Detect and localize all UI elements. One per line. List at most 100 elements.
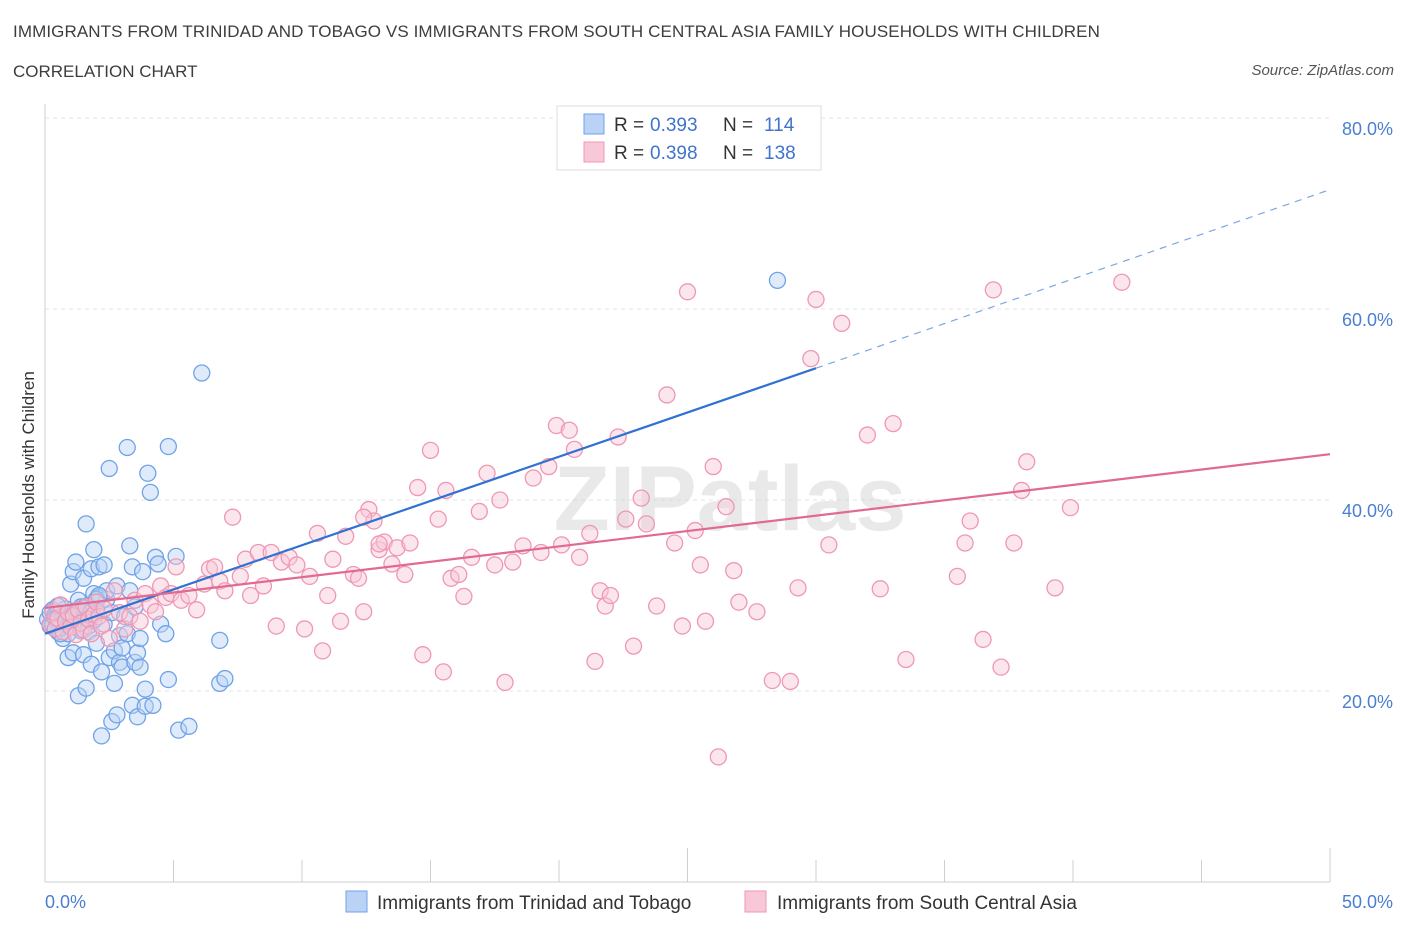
point-south-central-asia [100, 629, 118, 648]
point-south-central-asia [146, 603, 165, 621]
point-south-central-asia [658, 386, 676, 404]
trend-line-trinidad-tobago-extension [815, 189, 1331, 369]
point-south-central-asia [992, 658, 1010, 676]
y-tick-label: 60.0% [1342, 310, 1393, 330]
point-south-central-asia [414, 646, 432, 664]
legend-r-value-2: 0.398 [650, 143, 698, 164]
point-south-central-asia [547, 416, 566, 435]
point-south-central-asia [789, 579, 807, 597]
point-trinidad-tobago [141, 483, 160, 502]
point-south-central-asia [673, 617, 692, 635]
tick-labels: 20.0% 40.0% 60.0% 80.0% 0.0% 50.0% [45, 119, 1393, 912]
point-trinidad-tobago [77, 679, 95, 697]
point-south-central-asia [956, 534, 974, 552]
point-trinidad-tobago [113, 658, 131, 676]
point-south-central-asia [858, 426, 877, 444]
point-trinidad-tobago [169, 721, 188, 739]
point-trinidad-tobago [139, 464, 157, 482]
point-south-central-asia [429, 510, 447, 528]
point-south-central-asia [121, 607, 139, 626]
point-trinidad-tobago [108, 577, 126, 595]
point-trinidad-tobago [100, 459, 118, 478]
point-trinidad-tobago [77, 515, 95, 533]
legend-swatch-blue [583, 113, 605, 135]
point-south-central-asia [167, 558, 185, 576]
point-south-central-asia [187, 601, 206, 619]
y-axis-label: Family Households with Children [19, 371, 38, 619]
point-south-central-asia [586, 652, 604, 671]
point-south-central-asia [455, 587, 473, 606]
bottom-legend: Immigrants from Trinidad and Tobago Immi… [345, 890, 1077, 914]
point-trinidad-tobago [144, 696, 162, 714]
legend-n-label-2: N = [723, 143, 753, 164]
point-south-central-asia [267, 617, 285, 635]
bottom-legend-swatch-pink [744, 890, 767, 913]
point-trinidad-tobago [67, 553, 85, 571]
point-south-central-asia [871, 580, 889, 598]
point-trinidad-tobago [136, 680, 154, 698]
point-south-central-asia [570, 548, 589, 566]
point-south-central-asia [820, 536, 838, 554]
point-south-central-asia [560, 421, 578, 439]
legend-n-value-1: 114 [764, 115, 795, 136]
point-south-central-asia [383, 555, 401, 573]
point-south-central-asia [223, 508, 242, 526]
point-south-central-asia [884, 414, 902, 433]
point-trinidad-tobago [768, 271, 787, 290]
point-south-central-asia [725, 562, 743, 580]
point-south-central-asia [678, 283, 697, 301]
point-trinidad-tobago [131, 658, 149, 676]
point-south-central-asia [1018, 453, 1036, 471]
point-south-central-asia [601, 586, 620, 605]
point-south-central-asia [370, 535, 388, 553]
y-tick-label: 40.0% [1342, 501, 1393, 521]
point-south-central-asia [496, 673, 514, 692]
point-south-central-asia [624, 637, 643, 655]
point-south-central-asia [486, 556, 504, 574]
point-south-central-asia [408, 478, 427, 497]
point-trinidad-tobago [92, 663, 111, 681]
bottom-legend-swatch-blue [345, 890, 368, 913]
point-trinidad-tobago [159, 437, 178, 456]
point-south-central-asia [704, 457, 722, 476]
point-south-central-asia [748, 603, 766, 621]
point-south-central-asia [388, 539, 406, 557]
trend-line-trinidad-tobago [44, 367, 817, 635]
point-trinidad-tobago [134, 562, 152, 581]
point-south-central-asia [331, 612, 350, 630]
y-tick-label: 20.0% [1342, 692, 1393, 712]
x-tick-label-max: 50.0% [1342, 892, 1393, 912]
point-south-central-asia [349, 569, 368, 587]
point-trinidad-tobago [105, 674, 124, 693]
point-trinidad-tobago [121, 537, 139, 555]
point-south-central-asia [1046, 579, 1064, 597]
point-trinidad-tobago [128, 644, 147, 662]
point-south-central-asia [617, 510, 635, 528]
point-south-central-asia [591, 582, 609, 600]
chart-subtitle: CORRELATION CHART [13, 62, 198, 81]
point-trinidad-tobago [159, 670, 178, 689]
point-trinidad-tobago [211, 674, 229, 693]
point-south-central-asia [1113, 273, 1131, 291]
point-south-central-asia [396, 565, 414, 584]
x-tick-label-min: 0.0% [45, 892, 86, 912]
point-south-central-asia [524, 469, 542, 487]
point-south-central-asia [491, 491, 509, 509]
point-trinidad-tobago [157, 625, 175, 643]
point-south-central-asia [730, 593, 748, 611]
point-south-central-asia [421, 441, 440, 459]
point-south-central-asia [319, 586, 337, 605]
axes [44, 104, 1331, 883]
point-trinidad-tobago [95, 556, 113, 574]
point-south-central-asia [709, 748, 727, 766]
point-trinidad-tobago [149, 555, 167, 573]
point-south-central-asia [666, 534, 684, 552]
point-south-central-asia [763, 671, 781, 690]
point-south-central-asia [231, 567, 249, 586]
legend-swatch-pink [583, 141, 605, 163]
point-south-central-asia [241, 586, 260, 605]
bottom-legend-label-pink: Immigrants from South Central Asia [777, 893, 1077, 914]
point-south-central-asia [581, 524, 599, 543]
point-south-central-asia [105, 582, 124, 600]
point-trinidad-tobago [180, 717, 198, 735]
